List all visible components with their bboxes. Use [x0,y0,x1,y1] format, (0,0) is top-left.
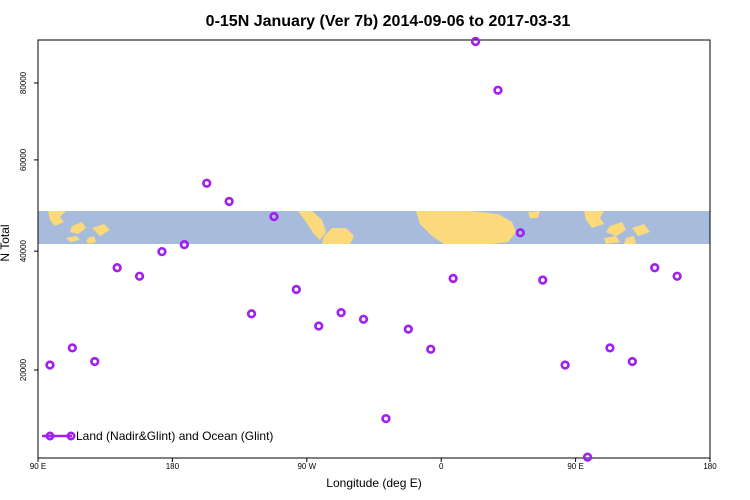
data-point [582,452,593,462]
data-point [269,211,279,222]
data-point [605,343,615,353]
data-point [560,360,570,370]
data-point [538,275,548,285]
data-point [358,314,369,324]
map-landmass [322,228,354,244]
data-point [224,196,234,207]
chart-title: 0-15N January (Ver 7b) 2014-09-06 to 201… [206,13,571,30]
map-landmass [632,224,650,236]
data-point [45,360,55,370]
data-point [448,273,458,284]
legend-label: Land (Nadir&Glint) and Ocean (Glint) [76,429,273,443]
map-landmass [624,236,636,244]
y-tick-label: 80000 [19,71,28,94]
data-point [246,309,257,319]
y-tick-label: 60000 [19,148,28,171]
legend: Land (Nadir&Glint) and Ocean (Glint) [42,429,273,443]
x-tick-label: 90 E [567,462,583,471]
data-point [179,239,189,250]
map-landmass [92,224,110,236]
x-axis-label: Longitude (deg E) [326,476,421,490]
x-tick-label: 90 W [297,462,316,471]
data-point [403,324,413,334]
data-point [314,321,324,331]
x-tick-label: 0 [439,462,444,471]
map-landmass [584,211,604,228]
map-landmass [298,211,326,240]
data-point [627,356,637,367]
data-point [381,413,391,424]
data-points [45,36,682,462]
x-axis: 90 E 180 90 W 0 90 E 180 [30,458,717,471]
map-landmass [416,211,516,244]
map-landmass [48,211,66,226]
map-landmass [606,222,626,236]
map-landmass [70,222,86,234]
data-point [90,356,100,367]
data-point [426,344,436,354]
data-point [112,263,122,273]
plot-frame [37,39,711,459]
world-map-band [38,211,710,244]
x-tick-label: 90 E [30,462,46,471]
y-tick-label: 20000 [19,358,28,381]
y-axis-label: N Total [0,224,12,261]
y-axis: 20000 40000 60000 80000 [19,71,38,381]
data-point [336,307,346,318]
x-tick-label: 180 [703,462,717,471]
map-landmass [604,236,620,244]
map-landmass [86,236,96,244]
data-point [67,343,77,353]
data-point [134,271,145,281]
legend-marker [45,431,55,441]
data-point [157,246,167,257]
data-point [291,284,301,295]
data-point [493,85,503,95]
legend-marker [66,431,76,441]
data-point [672,271,682,281]
data-point [202,178,212,188]
data-point [515,228,525,238]
map-landmass [528,211,540,218]
data-point [470,36,481,47]
map-landmass [66,236,80,242]
data-point [650,263,660,273]
y-tick-label: 40000 [19,239,28,262]
x-tick-label: 180 [166,462,180,471]
